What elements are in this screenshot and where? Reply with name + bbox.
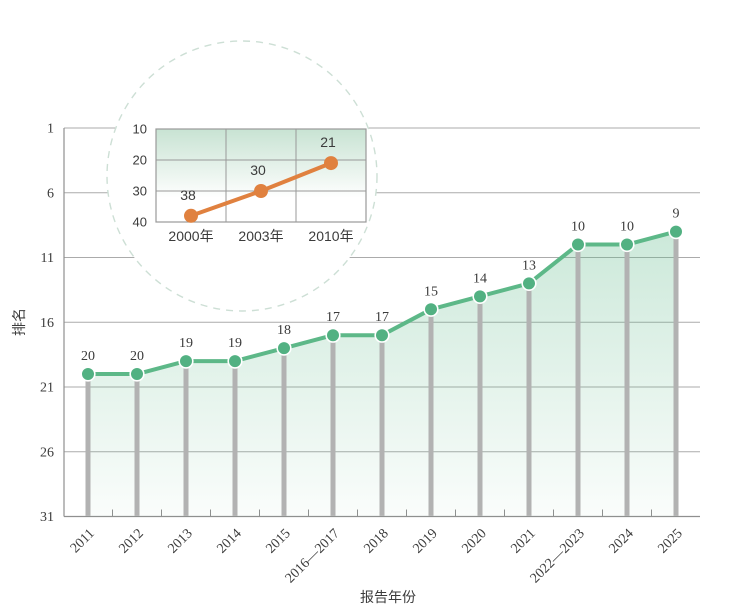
inset-y-tick-label: 30 <box>133 184 147 199</box>
data-label: 19 <box>179 336 193 351</box>
x-category-label: 2019 <box>410 526 440 556</box>
data-point <box>80 366 96 382</box>
y-axis-title: 排名 <box>12 308 28 336</box>
y-tick-label: 1 <box>47 122 54 137</box>
data-point <box>570 236 586 253</box>
data-point <box>619 236 635 253</box>
inset-data-label: 30 <box>250 162 266 178</box>
inset-x-category-label: 2000年 <box>168 228 213 244</box>
data-label: 17 <box>375 310 389 325</box>
y-tick-label: 6 <box>47 186 54 201</box>
x-category-label: 2014 <box>214 526 244 556</box>
data-label: 17 <box>326 310 340 325</box>
x-category-label: 2020 <box>459 526 489 556</box>
inset-y-tick-label: 20 <box>133 153 147 168</box>
inset-data-point <box>254 184 268 198</box>
data-label: 19 <box>228 336 242 351</box>
data-point <box>521 275 537 292</box>
x-category-label: 2021 <box>508 526 538 556</box>
x-category-label: 2012 <box>116 526 146 556</box>
data-label: 18 <box>277 323 291 338</box>
inset-data-label: 38 <box>180 187 196 203</box>
data-label: 20 <box>81 349 95 364</box>
inset-x-category-label: 2010年 <box>308 228 353 244</box>
x-category-label: 2011 <box>68 526 98 556</box>
data-point <box>129 366 145 382</box>
y-tick-label: 31 <box>40 510 54 525</box>
data-point <box>472 288 488 304</box>
data-label: 13 <box>522 258 536 273</box>
x-category-label: 2024 <box>606 526 636 556</box>
x-category-label: 2015 <box>263 526 293 556</box>
y-tick-label: 11 <box>41 251 54 266</box>
data-point <box>178 353 194 369</box>
inset-plot-background <box>156 129 366 222</box>
x-category-label: 2018 <box>361 526 391 556</box>
data-point <box>668 224 684 240</box>
x-category-label: 2013 <box>165 526 195 556</box>
inset-plot-border <box>155 128 367 223</box>
data-label: 9 <box>673 207 680 222</box>
data-point <box>276 340 292 356</box>
x-category-label: 2025 <box>655 526 685 556</box>
inset-y-tick-label: 40 <box>133 215 147 230</box>
y-tick-label: 21 <box>40 381 54 396</box>
data-label: 10 <box>620 220 634 235</box>
y-tick-label: 26 <box>40 445 54 460</box>
x-axis-title: 报告年份 <box>360 590 416 606</box>
main-series: 20 20 19 19 18 17 17 15 14 13 10 10 9 <box>80 207 684 517</box>
inset-y-tick-label: 10 <box>133 122 147 137</box>
data-label: 20 <box>130 349 144 364</box>
inset-x-category-label: 2003年 <box>238 228 283 244</box>
data-point <box>423 301 439 317</box>
y-tick-label: 16 <box>40 316 54 331</box>
data-point <box>227 353 243 369</box>
data-label: 15 <box>424 284 438 299</box>
data-point <box>325 327 341 343</box>
data-point <box>374 327 390 343</box>
data-label: 10 <box>571 220 585 235</box>
inset-chart: 10 20 30 40 2000年 2003年 2010年 38 30 21 <box>106 40 378 312</box>
data-label: 14 <box>473 271 487 286</box>
inset-data-point <box>184 208 198 223</box>
inset-data-point <box>324 156 338 171</box>
inset-data-label: 21 <box>320 134 336 150</box>
